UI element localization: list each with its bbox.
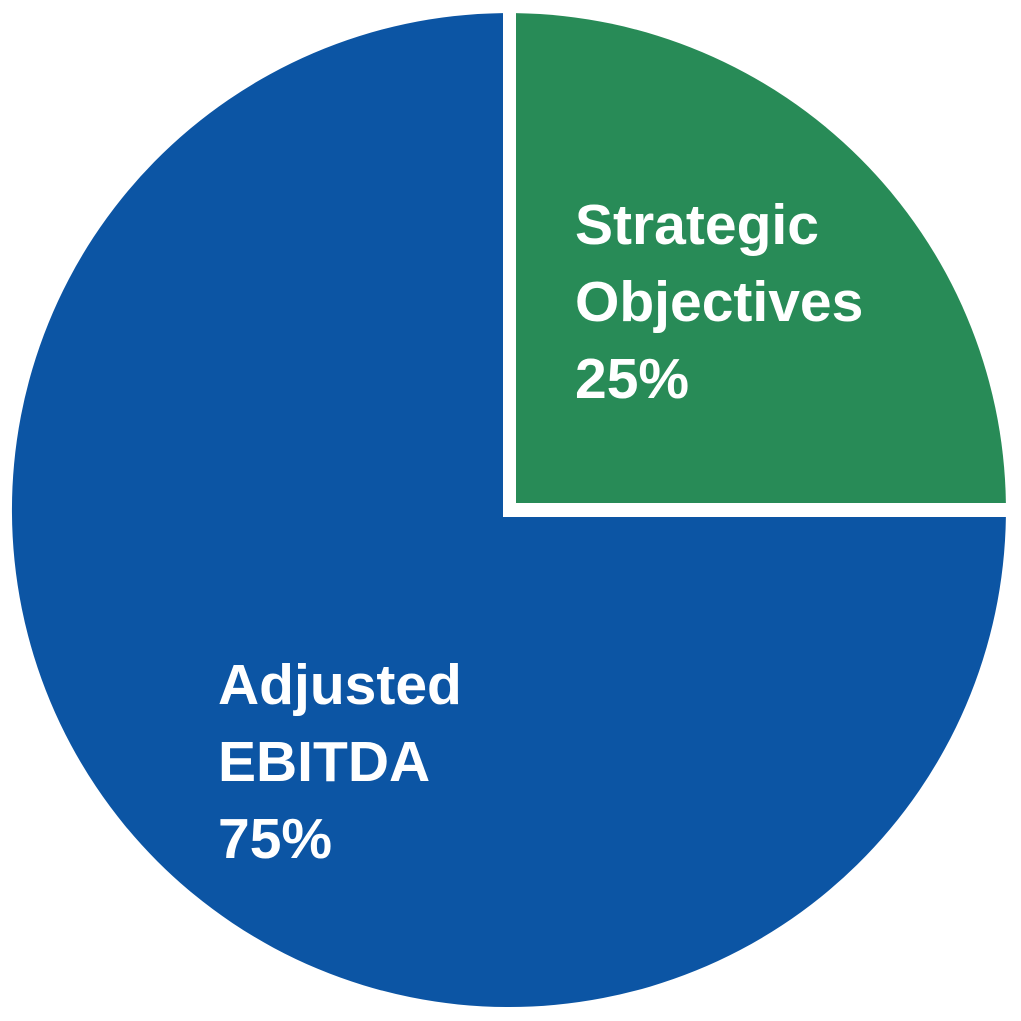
slice-percent-value: 25% <box>575 347 690 411</box>
pie-slice-adjusted-ebitda <box>11 13 1006 1008</box>
slice-label-strategic-objectives: Strategic Objectives 25% <box>575 187 995 418</box>
slice-label-text: Adjusted EBITDA <box>218 653 462 794</box>
slice-label-text: Strategic Objectives <box>575 193 864 334</box>
slice-label-adjusted-ebitda: Adjusted EBITDA 75% <box>218 647 548 878</box>
pie-slice-strategic-objectives <box>516 13 1006 503</box>
slice-percent-value: 75% <box>218 807 333 871</box>
